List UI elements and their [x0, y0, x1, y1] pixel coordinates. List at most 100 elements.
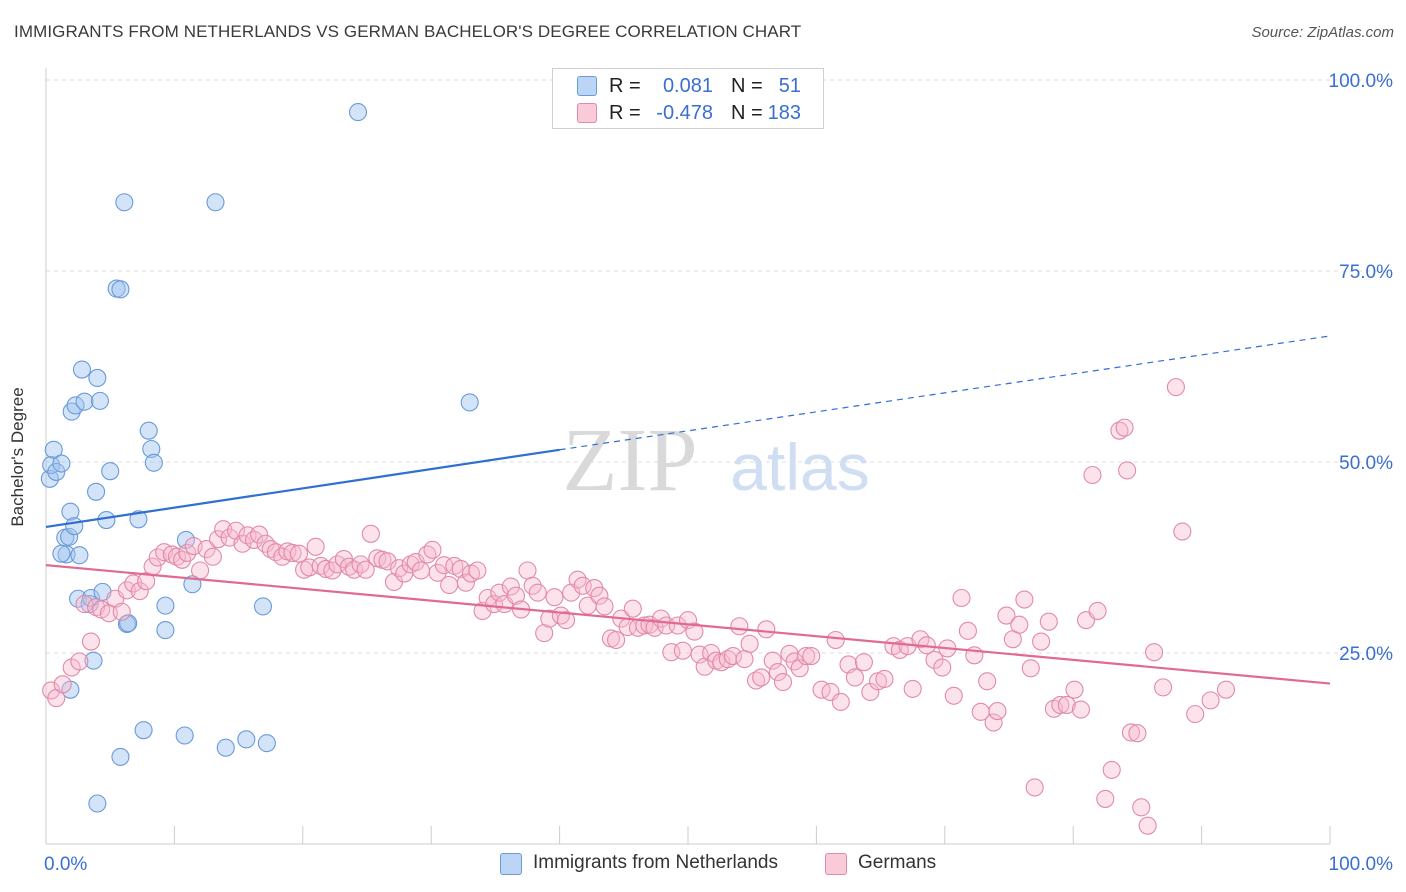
point-germans [167, 547, 187, 566]
point-germans [1065, 680, 1084, 699]
point-netherlands [97, 511, 116, 530]
point-germans [528, 583, 547, 602]
point-germans [1102, 760, 1121, 779]
point-netherlands [144, 453, 163, 472]
point-netherlands [57, 545, 76, 564]
point-germans [1216, 680, 1236, 699]
point-netherlands [348, 103, 368, 122]
point-germans [75, 595, 94, 614]
point-germans [440, 575, 459, 595]
point-netherlands [75, 392, 94, 411]
trend-line-germans [45, 564, 1331, 685]
watermark-atlas: atlas [730, 430, 869, 504]
data-points [40, 103, 1236, 835]
point-germans [545, 588, 564, 607]
source-credit: Source: ZipAtlas.com [1251, 24, 1394, 41]
point-netherlands [88, 794, 107, 813]
point-germans [952, 588, 971, 608]
x-tick-label: 0.0% [44, 854, 87, 875]
point-netherlands [52, 544, 71, 563]
point-germans [485, 595, 504, 614]
point-germans [112, 602, 131, 621]
point-germans [306, 537, 325, 556]
point-germans [316, 559, 335, 579]
point-germans [1096, 789, 1115, 808]
point-netherlands [237, 730, 256, 749]
point-germans [623, 599, 642, 618]
point-germans [1015, 590, 1034, 609]
point-germans [607, 630, 626, 650]
point-germans [250, 525, 269, 544]
point-germans [747, 671, 766, 690]
point-germans [378, 552, 397, 571]
stats-swatch-germans [577, 103, 597, 123]
point-netherlands [142, 439, 161, 459]
point-germans [1021, 659, 1040, 678]
point-germans [283, 543, 302, 562]
point-netherlands [156, 621, 175, 640]
point-germans [356, 560, 375, 579]
point-germans [1051, 695, 1070, 715]
point-germans [1110, 421, 1129, 440]
point-germans [130, 582, 149, 601]
point-germans [1128, 724, 1147, 743]
point-germans [757, 620, 776, 639]
point-germans [944, 686, 963, 705]
point-germans [203, 547, 222, 566]
point-netherlands [175, 726, 194, 745]
point-germans [233, 534, 252, 553]
x-tick-label: 100.0% [1329, 854, 1394, 875]
point-netherlands [88, 368, 107, 388]
point-germans [70, 652, 89, 671]
point-germans [1201, 691, 1220, 710]
point-germans [1132, 798, 1151, 817]
point-germans [390, 559, 409, 578]
point-germans [831, 692, 850, 711]
point-germans [595, 597, 614, 616]
point-netherlands [460, 393, 479, 412]
y-tick-label: 75.0% [1339, 262, 1393, 283]
stats-legend: R = 0.081 N = 51 R = -0.478 N = 183 [552, 68, 824, 129]
point-germans [1071, 700, 1090, 719]
point-germans [1083, 465, 1102, 485]
point-netherlands [65, 517, 84, 536]
point-germans [723, 647, 742, 666]
point-germans [645, 618, 664, 637]
stats-n-value: 183 [767, 102, 801, 124]
point-germans [763, 651, 782, 670]
point-germans [1186, 705, 1205, 724]
point-germans [768, 663, 787, 682]
legend-label-netherlands: Immigrants from Netherlands [533, 852, 778, 873]
gridlines [46, 79, 1392, 654]
point-germans [556, 611, 576, 630]
legend-swatch-netherlands [500, 853, 522, 875]
point-germans [1121, 723, 1141, 742]
point-germans [209, 530, 228, 549]
point-netherlands [90, 391, 109, 410]
point-germans [984, 713, 1003, 732]
trend-lines [45, 335, 1331, 685]
point-germans [1025, 778, 1044, 797]
point-germans [1118, 461, 1137, 480]
point-netherlands [40, 469, 59, 488]
stats-n-label: N = [731, 75, 763, 97]
point-germans [740, 634, 759, 653]
point-netherlands [253, 597, 273, 616]
point-germans [958, 621, 977, 640]
point-germans [411, 561, 430, 580]
legend-swatch-germans [825, 853, 847, 875]
stats-r-label: R = [609, 102, 641, 124]
point-netherlands [72, 360, 92, 379]
point-netherlands [129, 510, 148, 529]
stats-swatch-netherlands [577, 76, 597, 96]
point-netherlands [257, 734, 276, 753]
point-germans [1057, 695, 1076, 715]
point-germans [351, 555, 370, 574]
point-netherlands [84, 651, 103, 670]
y-tick-label: 100.0% [1329, 71, 1394, 92]
point-germans [988, 702, 1007, 721]
point-germans [673, 641, 692, 660]
point-germans [797, 647, 816, 666]
point-netherlands [119, 614, 138, 633]
